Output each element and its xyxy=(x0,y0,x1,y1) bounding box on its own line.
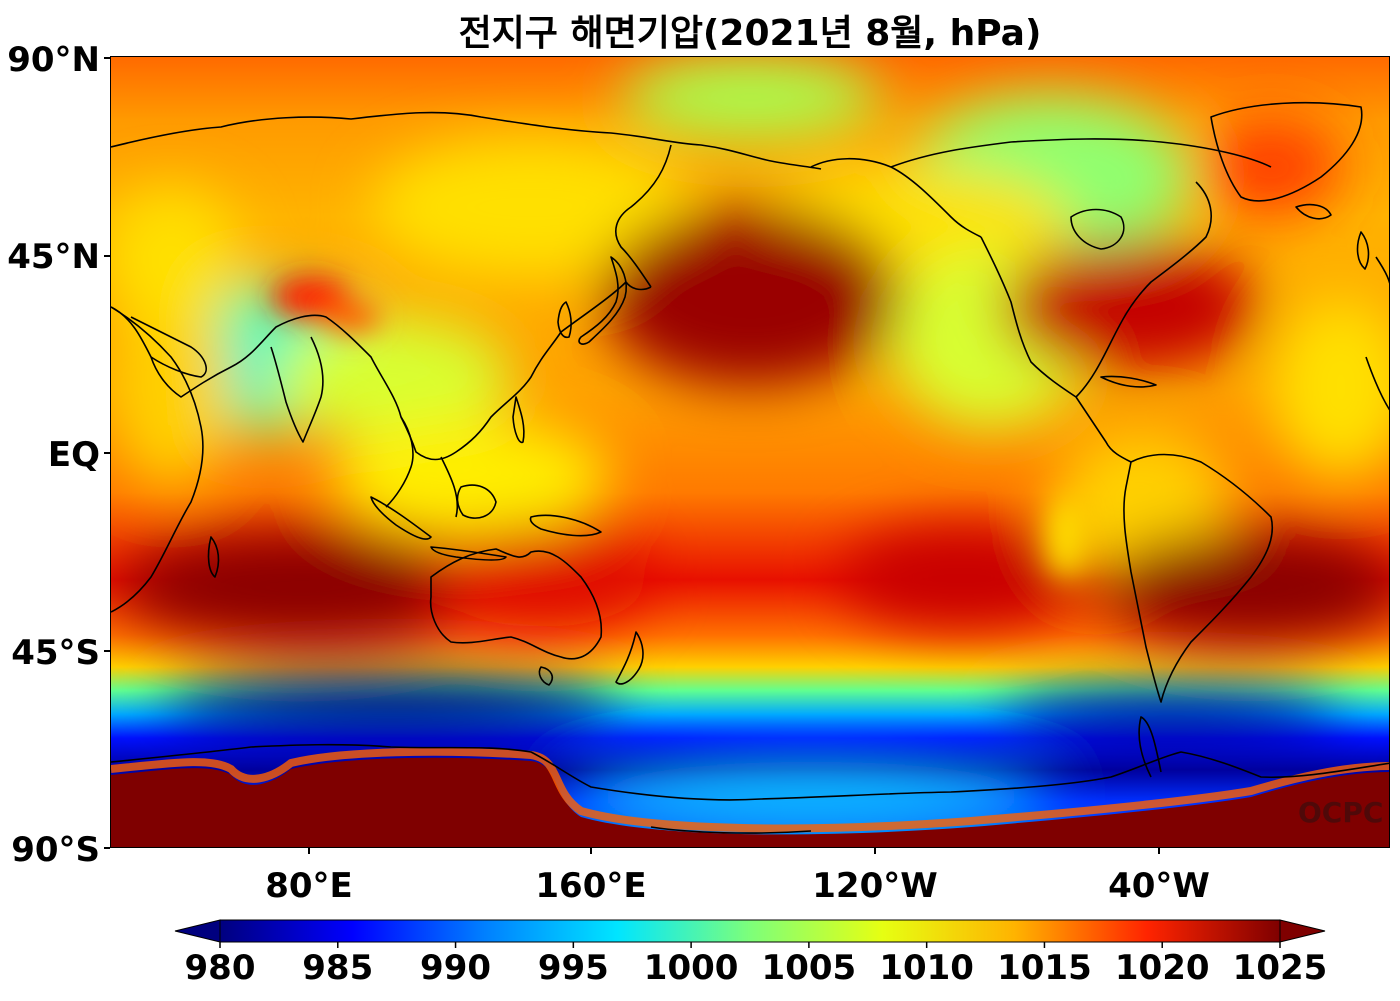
atlantic-yellow xyxy=(1271,297,1389,477)
colorbar-tick-label: 1010 xyxy=(879,948,974,988)
y-tick xyxy=(104,847,110,849)
colorbar-tick-label: 995 xyxy=(537,948,609,988)
coast-iceland xyxy=(1295,203,1332,220)
coast-sumatra xyxy=(370,496,432,540)
coast-eurasia xyxy=(111,111,822,170)
coast-africa xyxy=(111,306,204,613)
coast-borneo xyxy=(456,484,497,519)
x-tick xyxy=(308,848,310,854)
x-tick-label-160e: 160°E xyxy=(535,866,647,906)
andes-spot xyxy=(1048,497,1084,577)
coast-australia xyxy=(429,548,603,660)
y-tick-label-eq: EQ xyxy=(47,435,100,475)
coast-india xyxy=(270,336,324,443)
x-tick-label-120w: 120°W xyxy=(812,866,938,906)
coast-antarctica xyxy=(111,743,1389,801)
colorbar-tick-label: 1020 xyxy=(1114,948,1210,988)
coast-south-america xyxy=(1123,453,1274,703)
antarctic-edge xyxy=(111,747,1389,833)
south-indian-high xyxy=(121,532,481,642)
coast-japan xyxy=(578,256,627,345)
y-tick xyxy=(104,255,110,257)
coast-greenland xyxy=(1210,101,1363,202)
coastlines xyxy=(111,101,1389,834)
southern-ocean-low-core xyxy=(161,677,621,737)
arctic-low-patch xyxy=(621,57,881,137)
coast-east-asia xyxy=(111,281,627,461)
colorbar-tick-label: 990 xyxy=(420,948,492,988)
ocpc-watermark: OCPC xyxy=(1298,796,1384,829)
chart-title: 전지구 해면기압(2021년 8월, hPa) xyxy=(458,13,1042,54)
india-yellow xyxy=(271,317,511,437)
x-tick xyxy=(590,848,592,854)
coast-cuba xyxy=(1100,375,1157,388)
coast-philippines xyxy=(512,396,525,444)
x-tick xyxy=(1158,848,1160,854)
coast-indochina xyxy=(385,416,459,518)
tibet-high-spot-2 xyxy=(321,301,381,333)
colorbar-tick-label: 1015 xyxy=(997,948,1092,988)
coast-new-guinea xyxy=(529,514,602,537)
coast-madagascar xyxy=(207,536,220,578)
coast-kamchatka xyxy=(615,144,672,291)
southern-ocean-low-east xyxy=(1001,692,1341,742)
coast-britain xyxy=(1356,231,1370,270)
coast-tasmania xyxy=(538,666,553,686)
siberia-yellow xyxy=(371,137,691,277)
y-tick xyxy=(104,650,110,652)
y-tick xyxy=(104,57,110,59)
equator-yellow-west xyxy=(331,417,611,537)
x-tick-label-40w: 40°W xyxy=(1108,866,1210,906)
coast-arabia xyxy=(130,316,207,378)
coast-new-zealand xyxy=(615,631,644,685)
coast-korea xyxy=(557,301,572,339)
coast-north-america-east xyxy=(1075,181,1212,398)
coast-alaska xyxy=(810,157,982,238)
colorbar-high-extension xyxy=(1279,919,1326,943)
colorbar-tick-label: 980 xyxy=(184,948,256,988)
y-tick-label-45s: 45°S xyxy=(11,633,100,673)
north-pacific-high xyxy=(601,207,901,387)
south-pacific-high-east xyxy=(841,527,1081,627)
colorbar-low-extension xyxy=(174,919,221,943)
coast-europe-west xyxy=(1375,256,1389,284)
colorbar-tick-label: 1000 xyxy=(643,948,739,988)
coast-antarctic-peninsula xyxy=(1138,716,1162,778)
coast-central-america xyxy=(1075,396,1132,463)
coast-north-america-west xyxy=(980,236,1077,398)
australia-high xyxy=(431,527,651,627)
y-tick-label-45n: 45°N xyxy=(7,237,100,277)
coast-ross-shelf xyxy=(650,826,812,834)
antarctic-plateau xyxy=(111,757,1389,847)
pressure-field-svg xyxy=(111,57,1389,847)
pressure-map xyxy=(110,56,1390,848)
south-atlantic-high xyxy=(1101,532,1389,642)
y-tick-label-90s: 90°S xyxy=(11,830,100,870)
x-tick xyxy=(874,848,876,854)
y-tick xyxy=(104,452,110,454)
x-tick-label-80e: 80°E xyxy=(265,866,353,906)
coast-canada-arctic xyxy=(890,138,1272,168)
colorbar-tick-label: 1025 xyxy=(1232,948,1328,988)
coast-hudson-bay xyxy=(1070,208,1125,250)
y-tick-label-90n: 90°N xyxy=(7,40,100,80)
colorbar-tick-label: 985 xyxy=(302,948,374,988)
coast-java xyxy=(430,546,507,561)
coast-west-africa xyxy=(1365,356,1389,411)
colorbar-tick-label: 1005 xyxy=(761,948,857,988)
colorbar-body xyxy=(219,919,1281,943)
euro-yellow xyxy=(111,187,241,327)
